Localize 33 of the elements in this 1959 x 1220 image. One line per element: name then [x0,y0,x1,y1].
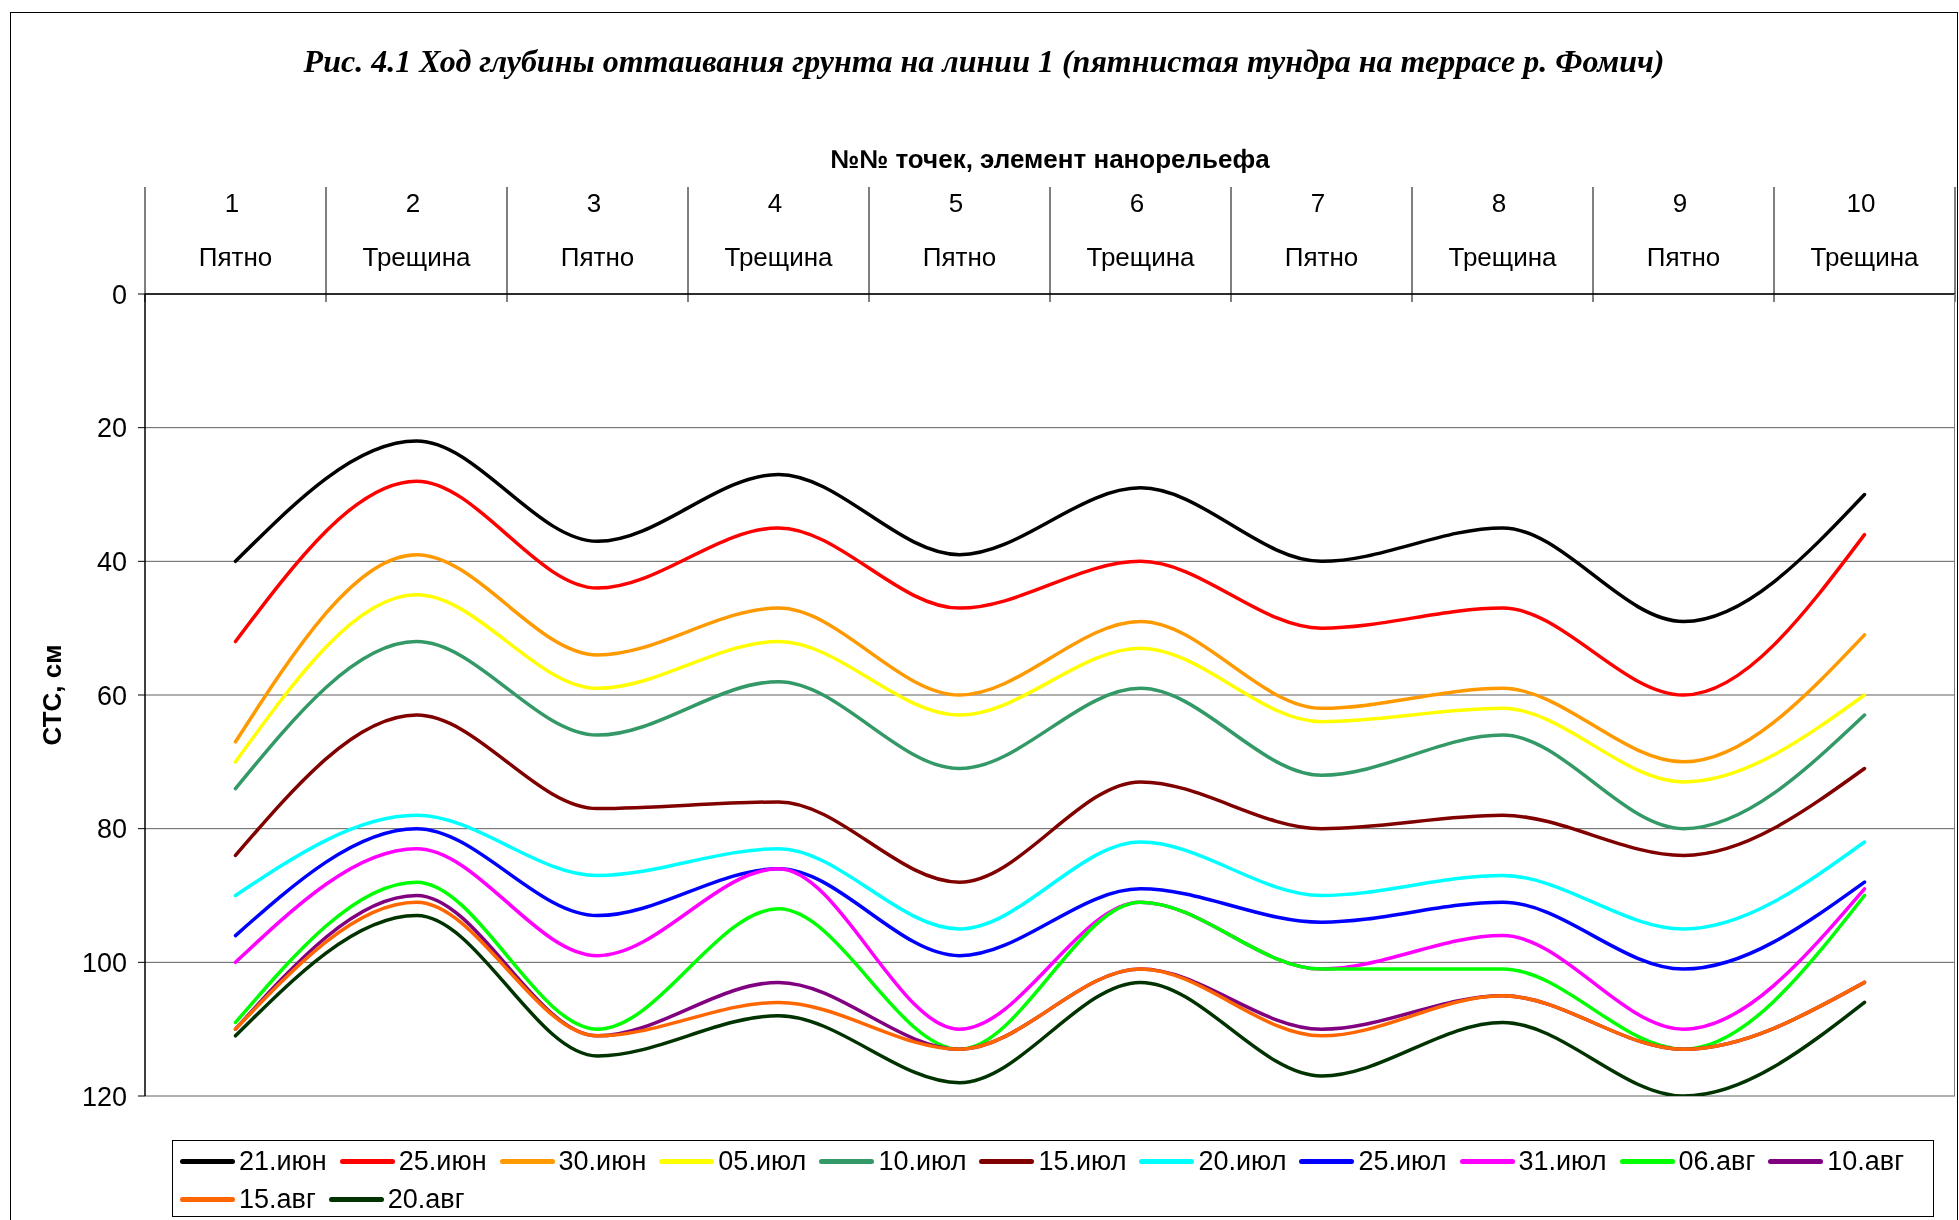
legend-label: 06.авг [1678,1145,1756,1177]
y-tick-label: 60 [96,680,127,711]
legend-label: 15.авг [239,1183,316,1215]
x-tick-label: 9 Пятно [1646,188,1721,272]
x-tick-label: 10 Трещина [1810,188,1920,272]
x-tick-label: 2 Трещина [362,188,472,272]
legend-label: 20.авг [387,1183,465,1215]
legend-label: 25.июн [398,1145,487,1177]
y-tick-label: 80 [96,814,127,845]
legend-label: 10.авг [1827,1145,1905,1177]
x-tick-label: 6 Трещина [1086,188,1196,272]
y-tick-label: 20 [96,413,127,444]
legend-label: 10.июл [878,1145,967,1177]
x-tick-label: 3 Пятно [560,188,635,272]
chart-title: Рис. 4.1 Ход глубины оттаивания грунта на линии 1 (пятнистая тундра на террасе р. Фомич) [302,43,1666,80]
legend-label: 05.июл [718,1145,807,1177]
y-tick-label: 100 [81,947,127,978]
x-tick-label: 4 Трещина [724,188,834,272]
legend-label: 15.июл [1038,1145,1127,1177]
y-tick-label: 40 [96,546,127,577]
legend-label: 31.июл [1518,1145,1607,1177]
x-axis-title: №№ точек, элемент нанорельефа [829,144,1271,175]
legend-label: 25.июл [1358,1145,1447,1177]
y-tick-label: 0 [111,279,127,310]
x-tick-label: 7 Пятно [1284,188,1359,272]
legend-label: 30.июн [558,1145,647,1177]
x-tick-label: 8 Трещина [1448,188,1558,272]
x-tick-label: 5 Пятно [922,188,997,272]
y-axis-title: СТС, см [36,644,68,746]
y-tick-label: 120 [81,1081,127,1112]
legend-label: 20.июл [1198,1145,1287,1177]
legend-label: 21.июн [239,1145,327,1177]
x-tick-label: 1 Пятно [198,188,273,272]
